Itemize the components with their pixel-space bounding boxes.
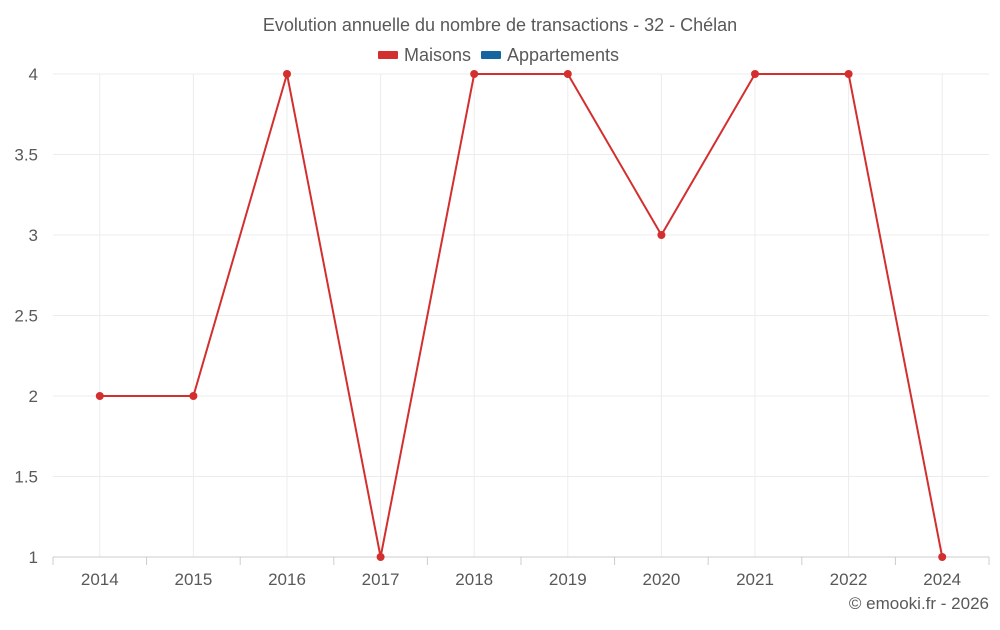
x-tick-label: 2015 bbox=[174, 570, 212, 589]
data-point-maisons-2019[interactable] bbox=[563, 70, 572, 78]
data-point-maisons-2021[interactable] bbox=[751, 70, 759, 78]
legend-item-maisons[interactable]: Maisons bbox=[378, 45, 471, 65]
y-tick-label: 3 bbox=[29, 226, 38, 245]
chart-title: Evolution annuelle du nombre de transact… bbox=[263, 15, 737, 35]
legend: Maisons Appartements bbox=[378, 45, 619, 65]
series-line-maisons bbox=[99, 73, 944, 558]
axes: 1 1.5 2 2.5 3 3.5 4 2014 2015 2016 2017 2018 2019 202… bbox=[14, 65, 990, 589]
x-tick-label: 2021 bbox=[736, 570, 774, 589]
x-tick-label: 2019 bbox=[549, 570, 587, 589]
data-point-maisons-2016[interactable] bbox=[283, 70, 291, 78]
data-point-maisons-2017[interactable] bbox=[376, 553, 385, 561]
data-point-maisons-2014[interactable] bbox=[95, 392, 104, 400]
data-point-maisons-2024[interactable] bbox=[938, 553, 947, 561]
x-tick-label: 2018 bbox=[455, 570, 493, 589]
x-tick-label: 2014 bbox=[81, 570, 119, 589]
data-point-maisons-2022[interactable] bbox=[844, 70, 853, 78]
y-tick-label: 3.5 bbox=[14, 146, 38, 165]
legend-swatch-appartements bbox=[481, 51, 501, 59]
x-tick-label: 2024 bbox=[923, 570, 961, 589]
y-tick-label: 2.5 bbox=[14, 307, 38, 326]
legend-label-maisons: Maisons bbox=[404, 45, 471, 65]
data-point-maisons-2015[interactable] bbox=[189, 392, 198, 400]
series-layer bbox=[95, 70, 947, 561]
legend-swatch-maisons bbox=[378, 51, 398, 59]
credit-label: © emooki.fr - 2026 bbox=[849, 594, 989, 613]
grid bbox=[53, 73, 989, 558]
data-point-maisons-2020[interactable] bbox=[657, 231, 666, 239]
x-tick-label: 2017 bbox=[362, 570, 400, 589]
legend-item-appartements[interactable]: Appartements bbox=[481, 45, 619, 65]
legend-label-appartements: Appartements bbox=[507, 45, 619, 65]
x-tick-label: 2020 bbox=[642, 570, 680, 589]
y-tick-label: 4 bbox=[29, 65, 38, 84]
y-tick-label: 1.5 bbox=[14, 468, 38, 487]
x-tick-label: 2016 bbox=[268, 570, 306, 589]
y-tick-label: 2 bbox=[29, 387, 38, 406]
x-tick-label: 2022 bbox=[830, 570, 868, 589]
y-tick-label: 1 bbox=[29, 548, 38, 567]
data-point-maisons-2018[interactable] bbox=[470, 70, 479, 78]
